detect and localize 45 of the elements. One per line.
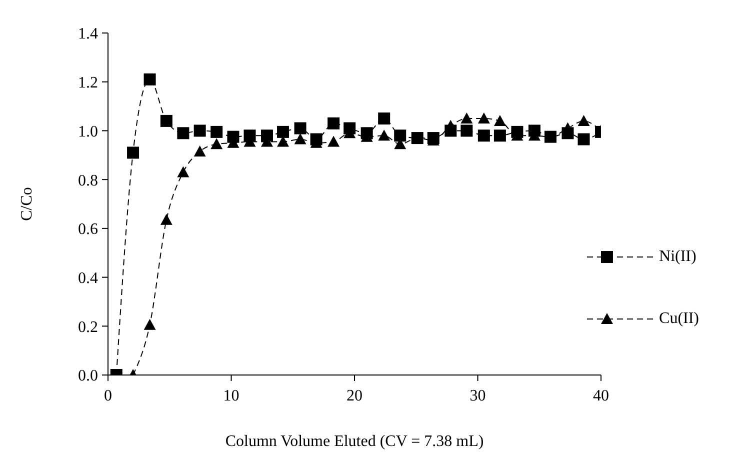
y-tick-label: 0.0 xyxy=(78,368,98,385)
y-axis-title: C/Co xyxy=(18,187,36,221)
x-tick-label: 0 xyxy=(104,387,112,404)
point xyxy=(177,127,190,140)
x-tick-label: 20 xyxy=(346,387,363,404)
point xyxy=(394,130,406,142)
point xyxy=(378,130,390,141)
point xyxy=(294,122,306,134)
point xyxy=(478,130,490,142)
point xyxy=(460,112,473,124)
x-tick-label: 30 xyxy=(470,387,486,404)
point xyxy=(144,73,156,86)
point xyxy=(460,124,473,137)
y-tick-label: 1.4 xyxy=(78,26,98,43)
point xyxy=(194,145,206,156)
point xyxy=(494,114,506,126)
x-axis-title: Column Volume Eluted (CV = 7.38 mL) xyxy=(225,433,484,450)
point xyxy=(127,146,140,159)
x-tick-label: 40 xyxy=(593,387,610,404)
point xyxy=(378,112,390,124)
point xyxy=(494,130,506,142)
y-tick-label: 1.0 xyxy=(78,123,98,140)
point xyxy=(294,133,306,144)
point xyxy=(210,138,223,150)
point xyxy=(328,136,340,147)
point xyxy=(210,126,223,138)
point xyxy=(444,120,457,131)
point xyxy=(562,122,574,134)
point xyxy=(328,117,340,130)
point xyxy=(478,112,490,124)
legend-label: Ni(II) xyxy=(659,248,696,266)
point xyxy=(194,124,206,137)
y-tick-label: 1.2 xyxy=(78,74,98,92)
point xyxy=(177,166,190,178)
point xyxy=(160,114,172,127)
x-tick-label: 10 xyxy=(223,387,240,404)
y-tick-label: 0.2 xyxy=(78,318,98,336)
point xyxy=(160,214,172,225)
legend-label: Cu(II) xyxy=(659,310,699,328)
y-tick-label: 0.4 xyxy=(78,270,98,287)
point xyxy=(578,133,590,146)
point xyxy=(578,114,590,126)
y-tick-label: 0.8 xyxy=(78,172,98,190)
point xyxy=(277,126,290,138)
y-tick-label: 0.6 xyxy=(78,221,98,238)
